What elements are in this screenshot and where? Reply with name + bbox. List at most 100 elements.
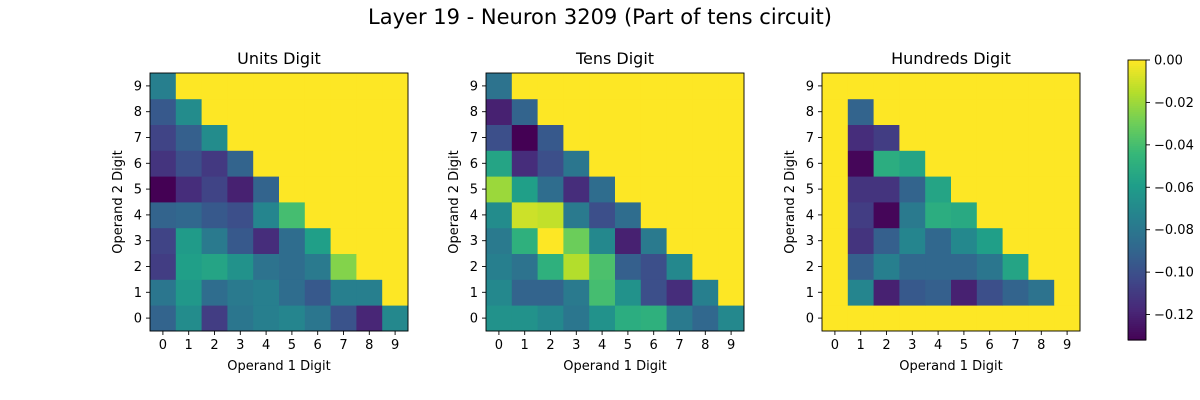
heatmap-cell [899, 124, 926, 151]
y-tick-label: 5 [806, 183, 814, 198]
heatmap-cell [486, 73, 513, 100]
colorbar-band [1128, 328, 1146, 331]
x-tick-label: 8 [701, 338, 709, 353]
colorbar-band [1128, 166, 1146, 169]
colorbar-band [1128, 168, 1146, 171]
heatmap-cell [253, 202, 280, 229]
colorbar-band [1128, 326, 1146, 329]
heatmap-cell [615, 227, 642, 254]
colorbar-band [1128, 230, 1146, 233]
heatmap-cell [201, 227, 228, 254]
heatmap-cell [1028, 227, 1055, 254]
heatmap-cell [175, 202, 202, 229]
colorbar-band [1128, 84, 1146, 87]
heatmap-cell [537, 305, 564, 332]
colorbar-tick-label: −0.12 [1154, 308, 1194, 323]
heatmap-cell [951, 202, 978, 229]
heatmap-cell [718, 253, 745, 280]
heatmap-cell [150, 279, 177, 306]
colorbar-tick-label: −0.04 [1154, 138, 1194, 153]
heatmap-cell [1054, 73, 1081, 100]
heatmap-cell [304, 98, 331, 125]
heatmap-cell [279, 305, 306, 332]
heatmap-cell [511, 305, 538, 332]
heatmap-cell [356, 279, 383, 306]
heatmap-cell [976, 150, 1003, 177]
heatmap-cell [640, 176, 667, 203]
heatmap-cell [822, 305, 849, 332]
colorbar-band [1128, 278, 1146, 281]
colorbar-band [1128, 182, 1146, 185]
heatmap-cell [563, 150, 590, 177]
heatmap-cell [150, 150, 177, 177]
y-tick-label: 0 [470, 312, 478, 327]
heatmap-cell [201, 279, 228, 306]
heatmap-cell [822, 279, 849, 306]
heatmap-cell [692, 279, 719, 306]
x-tick-label: 0 [495, 338, 503, 353]
heatmap-cell [356, 305, 383, 332]
heatmap-cell [589, 227, 616, 254]
colorbar-band [1128, 222, 1146, 225]
colorbar-band [1128, 204, 1146, 207]
heatmap-cell [175, 98, 202, 125]
y-tick-label: 8 [134, 105, 142, 120]
colorbar-band [1128, 140, 1146, 143]
heatmap-cell [175, 279, 202, 306]
heatmap-cell [925, 253, 952, 280]
heatmap-cell [976, 176, 1003, 203]
heatmap-cell [615, 305, 642, 332]
x-tick-label: 9 [1063, 338, 1071, 353]
heatmap-cell [486, 202, 513, 229]
heatmap-cell [899, 202, 926, 229]
colorbar-band [1128, 336, 1146, 339]
y-tick-label: 4 [806, 208, 814, 223]
heatmap-cell [951, 150, 978, 177]
heatmap-cell [511, 227, 538, 254]
heatmap-cell [227, 73, 254, 100]
heatmap-cell [227, 124, 254, 151]
heatmap-cell [511, 176, 538, 203]
heatmap-cell [279, 202, 306, 229]
heatmap-cell [253, 98, 280, 125]
x-tick-label: 5 [624, 338, 632, 353]
colorbar-band [1128, 112, 1146, 115]
heatmap-cell [589, 73, 616, 100]
heatmap-cell [537, 176, 564, 203]
x-tick-label: 5 [960, 338, 968, 353]
heatmap-cell [253, 176, 280, 203]
heatmap-cell [951, 227, 978, 254]
heatmap-cell [537, 227, 564, 254]
heatmap-cell [330, 253, 357, 280]
heatmap-cell [589, 279, 616, 306]
colorbar-band [1128, 220, 1146, 223]
heatmap-cell [537, 73, 564, 100]
y-tick-label: 2 [806, 260, 814, 275]
heatmap-panels: Units Digit 0 1 2 3 4 5 6 7 8 9 0 1 2 3 4 5 6 7 8 9 Operand 1… [111, 49, 1081, 374]
x-tick-label: 0 [831, 338, 839, 353]
heatmap-cell [537, 202, 564, 229]
colorbar-band [1128, 64, 1146, 67]
x-tick-label: 5 [288, 338, 296, 353]
heatmap-cell [382, 279, 409, 306]
colorbar-band [1128, 122, 1146, 125]
heatmap-cell [615, 279, 642, 306]
heatmap-cell [692, 227, 719, 254]
heatmap-cell [356, 202, 383, 229]
colorbar-tick-label: −0.06 [1154, 181, 1194, 196]
colorbar-band [1128, 296, 1146, 299]
y-tick-label: 5 [470, 183, 478, 198]
colorbar-band [1128, 338, 1146, 341]
heatmap-cell [899, 73, 926, 100]
heatmap-cell [1002, 150, 1029, 177]
colorbar-band [1128, 74, 1146, 77]
heatmap-cell [253, 150, 280, 177]
y-tick-label: 9 [134, 79, 142, 94]
heatmap-cell [925, 202, 952, 229]
heatmap-cell [201, 202, 228, 229]
y-tick-label: 4 [134, 208, 142, 223]
heatmap-cell [382, 305, 409, 332]
heatmap-cell [486, 176, 513, 203]
heatmap-cell [925, 227, 952, 254]
heatmap-cell [227, 253, 254, 280]
